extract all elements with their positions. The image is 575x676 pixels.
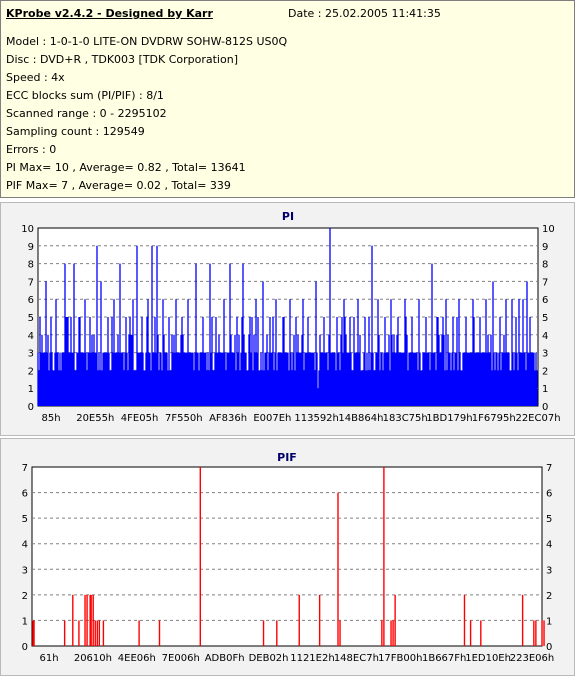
pi-y-tick-label-left: 2 bbox=[28, 366, 34, 377]
pif-x-tick-label: 17FB00h bbox=[378, 653, 422, 664]
pi-x-tick-label: 1F6795h bbox=[472, 413, 516, 424]
pi-y-tick-label-right: 1 bbox=[542, 384, 548, 395]
pi-y-tick-label-left: 0 bbox=[28, 402, 34, 413]
pi-y-tick-label-left: 8 bbox=[28, 260, 34, 271]
pi-y-tick-label-left: 7 bbox=[28, 277, 34, 288]
pi-chart: PI 0 0 1 1 2 2 3 3 4 4 5 5 6 6 7 7 8 8 9 9 10 10 85h 20E55h 4FE05… bbox=[21, 210, 560, 424]
pif-y-tick-label-right: 1 bbox=[546, 616, 552, 627]
pi-y-tick-label-right: 4 bbox=[542, 331, 548, 342]
pi-series bbox=[37, 228, 538, 406]
info-pi-stats: PI Max= 10 , Average= 0.82 , Total= 1364… bbox=[6, 161, 246, 174]
pif-x-tick-label: 148EC7h bbox=[334, 653, 379, 664]
pi-x-tick-label: AF836h bbox=[209, 413, 247, 424]
pi-y-tick-label-left: 5 bbox=[28, 313, 34, 324]
pif-y-tick-label-right: 0 bbox=[546, 642, 552, 653]
pif-x-tick-label: 7E006h bbox=[162, 653, 200, 664]
pif-x-tick-label: 61h bbox=[39, 653, 58, 664]
pif-y-tick-label-left: 0 bbox=[22, 642, 28, 653]
app-title: KProbe v2.4.2 - Designed by Karr bbox=[6, 7, 213, 20]
pif-x-tick-label: 223E06h bbox=[510, 653, 554, 664]
info-panel: KProbe v2.4.2 - Designed by Karr Date : … bbox=[0, 0, 575, 198]
info-ecc-blocks: ECC blocks sum (PI/PIF) : 8/1 bbox=[6, 89, 164, 102]
pif-y-tick-label-left: 2 bbox=[22, 591, 28, 602]
pif-x-tick-label: 1121E2h bbox=[290, 653, 334, 664]
pif-y-tick-label-left: 4 bbox=[22, 540, 28, 551]
pif-y-tick-label-left: 3 bbox=[22, 565, 28, 576]
pif-y-tick-label-right: 7 bbox=[546, 463, 552, 474]
pi-y-tick-label-right: 8 bbox=[542, 260, 548, 271]
pi-y-tick-label-left: 10 bbox=[21, 224, 34, 235]
pif-x-tick-label: 1B667Fh bbox=[422, 653, 466, 664]
pi-x-tick-label: 14B864h bbox=[338, 413, 383, 424]
info-speed: Speed : 4x bbox=[6, 71, 65, 84]
pif-series bbox=[32, 467, 545, 646]
pif-x-tick-label: DEB02h bbox=[249, 653, 289, 664]
pif-y-tick-label-right: 6 bbox=[546, 489, 552, 500]
info-disc: Disc : DVD+R , TDK003 [TDK Corporation] bbox=[6, 53, 238, 66]
pi-y-tick-label-right: 3 bbox=[542, 349, 548, 360]
pi-x-tick-label: 1BD179h bbox=[426, 413, 472, 424]
pif-x-tick-label: 4EE06h bbox=[118, 653, 156, 664]
pif-chart-panel: PIF 0 0 1 1 2 2 3 3 4 4 5 5 6 6 7 7 61h 20610h 4EE06h 7E006h… bbox=[0, 438, 575, 676]
pi-y-tick-label-right: 9 bbox=[542, 242, 548, 253]
pi-y-tick-label-right: 10 bbox=[542, 224, 555, 235]
pif-x-tick-label: ADB0Fh bbox=[205, 653, 245, 664]
pi-x-tick-label: E007Eh bbox=[253, 413, 291, 424]
pi-y-tick-label-right: 7 bbox=[542, 277, 548, 288]
pif-y-tick-label-right: 5 bbox=[546, 514, 552, 525]
pi-chart-panel: PI 0 0 1 1 2 2 3 3 4 4 5 5 6 6 7 7 8 8 9 9 10 10 85h 20E55h 4FE05… bbox=[0, 202, 575, 436]
pif-y-tick-label-right: 2 bbox=[546, 591, 552, 602]
info-model: Model : 1-0-1-0 LITE-ON DVDRW SOHW-812S … bbox=[6, 35, 288, 48]
pi-y-tick-label-left: 9 bbox=[28, 242, 34, 253]
pi-x-tick-label: 20E55h bbox=[76, 413, 114, 424]
pi-y-tick-label-left: 4 bbox=[28, 331, 34, 342]
pi-y-tick-label-left: 3 bbox=[28, 349, 34, 360]
pi-x-tick-label: 183C75h bbox=[383, 413, 428, 424]
pif-x-tick-label: 20610h bbox=[74, 653, 112, 664]
pi-y-tick-label-right: 5 bbox=[542, 313, 548, 324]
pif-chart: PIF 0 0 1 1 2 2 3 3 4 4 5 5 6 6 7 7 61h 20610h 4EE06h 7E006h… bbox=[22, 451, 555, 664]
pif-x-tick-label: 1ED10Eh bbox=[465, 653, 511, 664]
pif-y-tick-label-left: 5 bbox=[22, 514, 28, 525]
pif-y-tick-label-left: 1 bbox=[22, 616, 28, 627]
pi-x-tick-label: 7F550h bbox=[165, 413, 203, 424]
pif-y-tick-label-left: 6 bbox=[22, 489, 28, 500]
pi-y-tick-label-right: 0 bbox=[542, 402, 548, 413]
pi-y-tick-label-right: 6 bbox=[542, 295, 548, 306]
info-scanned-range: Scanned range : 0 - 2295102 bbox=[6, 107, 167, 120]
pif-y-tick-label-right: 4 bbox=[546, 540, 552, 551]
pi-y-tick-label-left: 1 bbox=[28, 384, 34, 395]
pi-x-tick-label: 22EC07h bbox=[515, 413, 560, 424]
pi-x-tick-label: 85h bbox=[41, 413, 60, 424]
pif-chart-title: PIF bbox=[277, 451, 297, 464]
pif-y-tick-label-left: 7 bbox=[22, 463, 28, 474]
pi-x-tick-label: 113592h bbox=[294, 413, 339, 424]
pi-x-tick-label: 4FE05h bbox=[121, 413, 159, 424]
pi-y-tick-label-left: 6 bbox=[28, 295, 34, 306]
info-errors: Errors : 0 bbox=[6, 143, 57, 156]
pif-y-tick-label-right: 3 bbox=[546, 565, 552, 576]
info-sampling-count: Sampling count : 129549 bbox=[6, 125, 145, 138]
pif-plot-area bbox=[31, 466, 543, 647]
pi-y-tick-label-right: 2 bbox=[542, 366, 548, 377]
scan-date: Date : 25.02.2005 11:41:35 bbox=[288, 7, 441, 20]
pi-chart-title: PI bbox=[282, 210, 294, 223]
info-pif-stats: PIF Max= 7 , Average= 0.02 , Total= 339 bbox=[6, 179, 231, 192]
